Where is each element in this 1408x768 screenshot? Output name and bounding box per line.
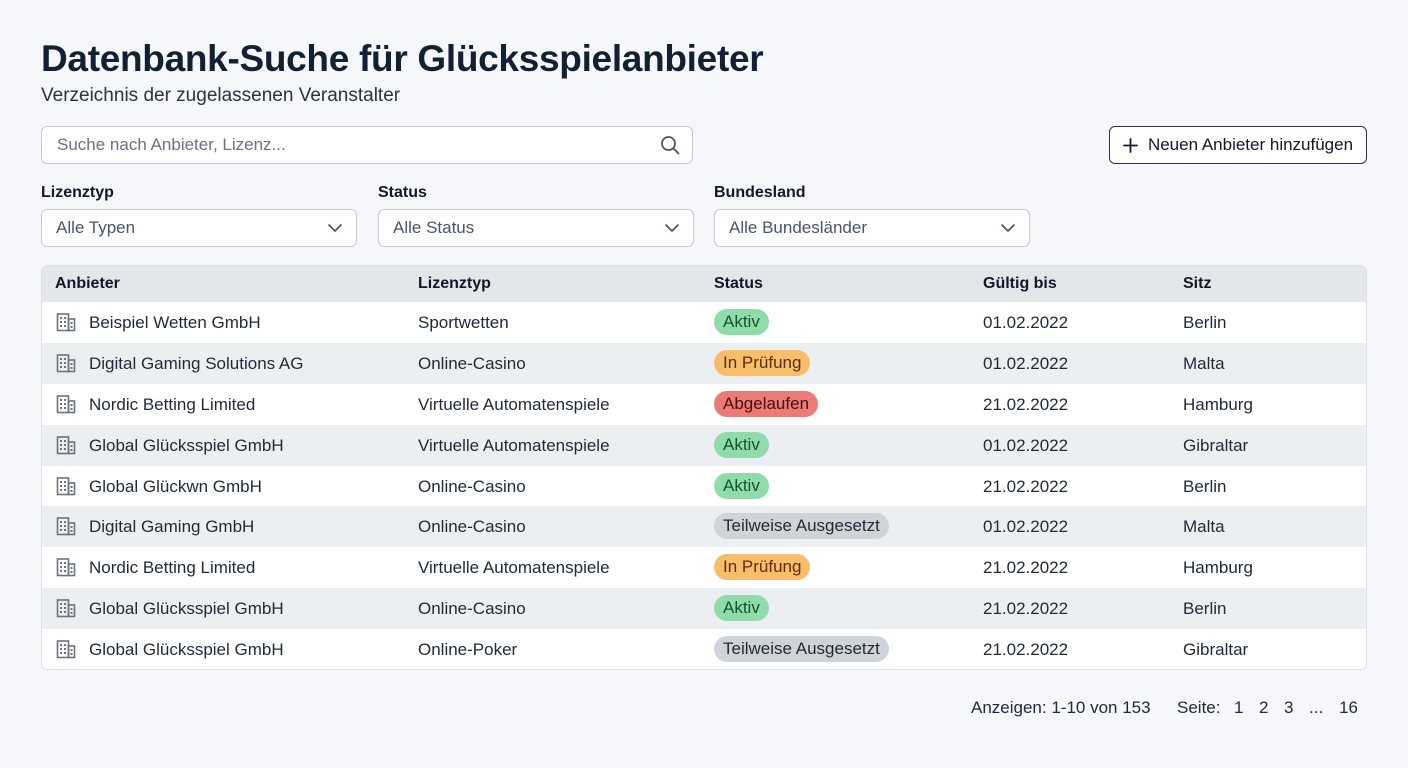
cell-lizenztyp: Sportwetten bbox=[418, 313, 509, 332]
cell-lizenztyp: Online-Poker bbox=[418, 640, 518, 660]
cell-gueltig-bis: 01.02.2022 bbox=[983, 353, 1069, 373]
cell-lizenztyp: Online-Casino bbox=[418, 353, 526, 373]
filter-value-status: Alle Status bbox=[393, 218, 475, 237]
cell-gueltig-bis: 21.02.2022 bbox=[983, 558, 1069, 578]
cell-lizenztyp: Online-Casino bbox=[418, 476, 526, 496]
page-subtitle: Verzeichnis der zugelassenen Veranstalte… bbox=[41, 85, 401, 106]
cell-sitz: Berlin bbox=[1183, 599, 1227, 619]
search-box bbox=[41, 126, 693, 164]
building-icon bbox=[56, 558, 76, 577]
filter-label-bundesland: Bundesland bbox=[714, 184, 806, 201]
plus-icon bbox=[1123, 137, 1138, 153]
status-badge: Aktiv bbox=[714, 472, 769, 499]
add-provider-label: Neuen Anbieter hinzufügen bbox=[1147, 135, 1354, 154]
building-icon bbox=[56, 599, 76, 618]
table-row[interactable]: Digital Gaming GmbH Online-Casino Teilweis… bbox=[42, 506, 1366, 548]
cell-gueltig-bis: 21.02.2022 bbox=[983, 476, 1069, 496]
building-icon bbox=[56, 354, 76, 373]
cell-lizenztyp: Virtuelle Automatenspiele bbox=[418, 558, 610, 578]
building-icon bbox=[56, 435, 76, 454]
cell-gueltig-bis: 21.02.2022 bbox=[983, 640, 1069, 660]
page-link-1[interactable]: 1 bbox=[1234, 698, 1244, 717]
table-row[interactable]: Global Glücksspiel GmbH Virtuelle Automat… bbox=[42, 424, 1366, 466]
cell-sitz: Berlin bbox=[1183, 313, 1227, 332]
table-body: Beispiel Wetten GmbH Sportwetten Aktiv 01.0… bbox=[42, 302, 1366, 669]
table-row[interactable]: Nordic Betting Limited Virtuelle Automate… bbox=[42, 384, 1366, 425]
cell-anbieter: Nordic Betting Limited bbox=[89, 558, 256, 578]
table-row[interactable]: Global Glücksspiel GmbH Online-Poker Teilw… bbox=[42, 629, 1366, 669]
filter-value-bundesland: Alle Bundesländer bbox=[729, 218, 867, 237]
cell-anbieter: Nordic Betting Limited bbox=[89, 394, 256, 414]
cell-sitz: Malta bbox=[1183, 353, 1225, 373]
cell-sitz: Hamburg bbox=[1183, 394, 1253, 414]
filter-select-lizenztyp[interactable]: Alle Typen bbox=[41, 209, 357, 247]
page-link-2[interactable]: 2 bbox=[1259, 698, 1269, 717]
column-header-status[interactable]: Status bbox=[714, 275, 763, 292]
cell-lizenztyp: Virtuelle Automatenspiele bbox=[418, 394, 610, 414]
status-badge: In Prüfung bbox=[714, 349, 811, 376]
status-badge: Aktiv bbox=[714, 431, 769, 458]
cell-gueltig-bis: 21.02.2022 bbox=[983, 599, 1069, 619]
building-icon bbox=[56, 517, 76, 536]
page-link-16[interactable]: 16 bbox=[1339, 698, 1358, 717]
filter-select-bundesland[interactable]: Alle Bundesländer bbox=[714, 209, 1030, 247]
column-header-lizenztyp[interactable]: Lizenztyp bbox=[418, 275, 491, 292]
column-header-sitz[interactable]: Sitz bbox=[1183, 275, 1212, 292]
building-icon bbox=[56, 394, 76, 414]
status-badge: Teilweise Ausgesetzt bbox=[714, 636, 889, 663]
table-header: Anbieter Lizenztyp Status Gültig bis Sit… bbox=[42, 266, 1366, 302]
cell-lizenztyp: Virtuelle Automatenspiele bbox=[418, 435, 610, 455]
status-badge: In Prüfung bbox=[714, 554, 811, 581]
building-icon bbox=[56, 476, 76, 495]
table-row[interactable]: Global Glücksspiel GmbH Online-Casino Akti… bbox=[42, 588, 1366, 630]
cell-sitz: Gibraltar bbox=[1183, 640, 1249, 660]
cell-gueltig-bis: 01.02.2022 bbox=[983, 435, 1069, 455]
chevron-down-icon bbox=[328, 224, 342, 232]
cell-sitz: Hamburg bbox=[1183, 558, 1253, 578]
column-header-gueltig-bis[interactable]: Gültig bis bbox=[983, 275, 1057, 292]
cell-anbieter: Digital Gaming Solutions AG bbox=[89, 353, 304, 373]
filter-select-status[interactable]: Alle Status bbox=[378, 209, 694, 247]
table-row[interactable]: Nordic Betting Limited Virtuelle Automate… bbox=[42, 547, 1366, 588]
chevron-down-icon bbox=[1001, 224, 1015, 232]
provider-table: Anbieter Lizenztyp Status Gültig bis Sit… bbox=[41, 265, 1367, 670]
status-badge: Aktiv bbox=[714, 309, 769, 335]
table-row[interactable]: Digital Gaming Solutions AG Online-Casino… bbox=[42, 342, 1366, 384]
filter-label-lizenztyp: Lizenztyp bbox=[41, 184, 114, 201]
status-badge: Aktiv bbox=[714, 595, 769, 622]
page-title: Datenbank-Suche für Glücksspielanbieter bbox=[41, 38, 764, 79]
building-icon bbox=[56, 640, 76, 659]
chevron-down-icon bbox=[665, 224, 679, 232]
cell-gueltig-bis: 21.02.2022 bbox=[983, 394, 1069, 414]
pagination-label: Seite: bbox=[1177, 698, 1221, 717]
search-input[interactable] bbox=[42, 127, 642, 163]
cell-anbieter: Global Glückwn GmbH bbox=[89, 476, 262, 496]
status-badge: Abgelaufen bbox=[714, 390, 819, 417]
cell-lizenztyp: Online-Casino bbox=[418, 517, 526, 537]
filter-value-lizenztyp: Alle Typen bbox=[56, 218, 136, 237]
cell-anbieter: Global Glücksspiel GmbH bbox=[89, 599, 284, 619]
table-row[interactable]: Global Glückwn GmbH Online-Casino Aktiv 21.… bbox=[42, 466, 1366, 507]
cell-lizenztyp: Online-Casino bbox=[418, 599, 526, 619]
cell-gueltig-bis: 01.02.2022 bbox=[983, 517, 1069, 537]
cell-gueltig-bis: 01.02.2022 bbox=[983, 313, 1069, 332]
filter-label-status: Status bbox=[378, 184, 427, 201]
search-icon[interactable] bbox=[660, 135, 680, 155]
pagination-info: Anzeigen: 1-10 von 153 bbox=[971, 698, 1151, 717]
cell-anbieter: Digital Gaming GmbH bbox=[89, 517, 255, 537]
cell-anbieter: Global Glücksspiel GmbH bbox=[89, 640, 284, 660]
status-badge: Teilweise Ausgesetzt bbox=[714, 513, 889, 540]
table-row[interactable]: Beispiel Wetten GmbH Sportwetten Aktiv 01.0… bbox=[42, 302, 1366, 343]
add-provider-button[interactable]: Neuen Anbieter hinzufügen bbox=[1109, 126, 1367, 164]
cell-anbieter: Global Glücksspiel GmbH bbox=[89, 435, 284, 455]
building-icon bbox=[56, 313, 76, 332]
page-ellipsis: ... bbox=[1309, 698, 1324, 717]
cell-sitz: Gibraltar bbox=[1183, 435, 1249, 455]
cell-sitz: Malta bbox=[1183, 517, 1225, 537]
column-header-anbieter[interactable]: Anbieter bbox=[55, 275, 120, 292]
cell-sitz: Berlin bbox=[1183, 476, 1227, 496]
page-link-3[interactable]: 3 bbox=[1284, 698, 1294, 717]
cell-anbieter: Beispiel Wetten GmbH bbox=[89, 313, 261, 332]
